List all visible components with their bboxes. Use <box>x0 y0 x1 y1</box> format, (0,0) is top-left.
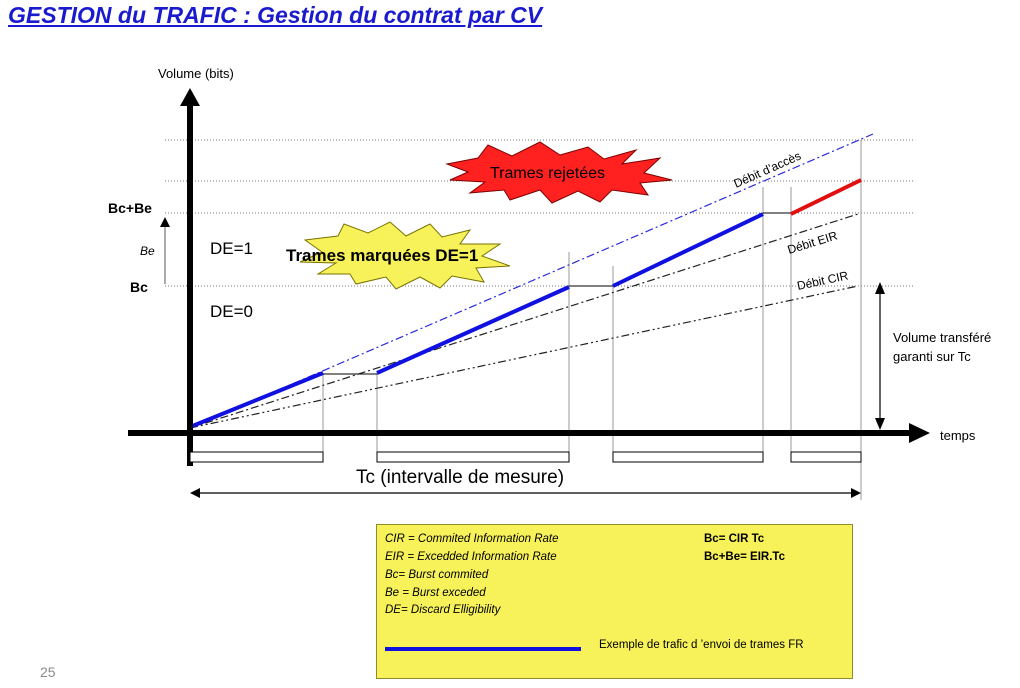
legend-traffic-swatch <box>385 647 581 651</box>
legend-bc-be-formula: Bc+Be= EIR.Tc <box>704 551 785 563</box>
tc-interval-label: Tc (intervalle de mesure) <box>356 467 564 488</box>
legend-cir-definition: CIR = Commited Information Rate <box>385 533 559 545</box>
arrowhead-up <box>875 282 885 294</box>
de1-zone-label: DE=1 <box>210 239 253 258</box>
arrowhead-right <box>851 488 861 498</box>
sending-interval-bar <box>790 451 862 463</box>
slide-title: GESTION du TRAFIC : Gestion du contrat p… <box>8 2 543 28</box>
x-axis-label: temps <box>940 428 976 443</box>
be-label: Be <box>140 244 155 258</box>
x-axis-arrowhead <box>909 423 930 443</box>
rejected-traffic-line <box>790 178 862 216</box>
legend-box: CIR = Commited Information Rate EIR = Ex… <box>376 524 853 679</box>
sending-interval-bar <box>612 451 764 463</box>
sending-interval-bar <box>376 451 570 463</box>
eir-rate-label: Débit EIR <box>786 228 840 256</box>
rejected-frames-burst <box>445 141 673 204</box>
guaranteed-volume-label-line2: garanti sur Tc <box>893 349 971 364</box>
traffic-example-line <box>189 371 324 429</box>
legend-traffic-example: Exemple de trafic d ’envoi de trames FR <box>599 639 804 651</box>
guaranteed-volume-label-line1: Volume transféré <box>893 330 991 345</box>
bc-be-label: Bc+Be <box>108 200 152 216</box>
legend-be-definition: Be = Burst exceded <box>385 587 486 599</box>
page-number: 25 <box>40 664 56 680</box>
cir-rate-label: Débit CIR <box>796 268 850 293</box>
legend-bc-definition: Bc= Burst commited <box>385 569 489 581</box>
legend-eir-definition: EIR = Excedded Information Rate <box>385 551 557 563</box>
cir-rate-line <box>189 285 859 429</box>
y-axis-arrowhead <box>180 88 200 106</box>
traffic-example-line <box>376 285 570 375</box>
bc-label: Bc <box>130 279 148 295</box>
arrowhead-left <box>190 488 200 498</box>
eir-rate-line <box>189 213 859 429</box>
arrowhead-down <box>875 418 885 430</box>
de0-zone-label: DE=0 <box>210 302 253 321</box>
marked-frames-label: Trames marquées DE=1 <box>286 246 478 265</box>
marked-frames-burst <box>299 221 511 290</box>
traffic-example-line <box>612 212 764 288</box>
sending-interval-bar <box>189 451 324 463</box>
legend-bc-formula: Bc= CIR Tc <box>704 533 765 545</box>
y-axis-label: Volume (bits) <box>158 66 234 81</box>
rejected-frames-label: Trames rejetées <box>490 165 605 182</box>
access-rate-label: Débit d’accès <box>732 149 804 191</box>
legend-de-definition: DE= Discard Elligibility <box>385 604 501 616</box>
